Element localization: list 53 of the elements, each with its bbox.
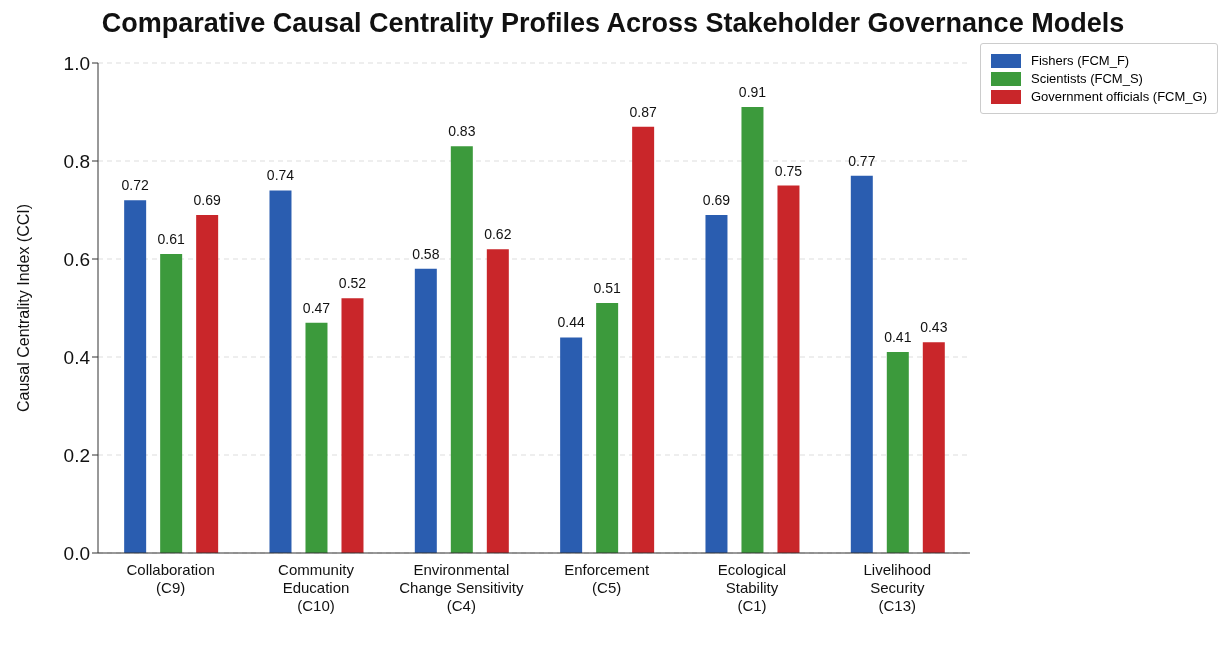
bar <box>160 254 183 553</box>
x-tick-label: Livelihood Security (C13) <box>863 561 932 614</box>
data-label: 0.52 <box>338 275 367 292</box>
data-label: 0.58 <box>412 245 440 262</box>
data-label: 0.87 <box>629 103 657 120</box>
bar <box>196 214 219 553</box>
y-tick-label: 0.2 <box>63 444 90 466</box>
bar <box>269 190 292 553</box>
bar <box>741 107 764 553</box>
x-tick-label: Enforcement (C5) <box>564 561 650 596</box>
data-label: 0.69 <box>193 191 221 208</box>
y-tick-label: 1.0 <box>63 52 90 74</box>
data-label: 0.51 <box>593 280 621 297</box>
data-label: 0.72 <box>121 177 149 194</box>
x-tick-label: Collaboration (C9) <box>126 561 215 596</box>
y-axis-title: Causal Centrality Index (CCI) <box>14 203 32 413</box>
bar <box>705 214 728 553</box>
x-tick-label: Ecological Stability (C1) <box>717 561 787 614</box>
bar <box>632 126 655 553</box>
data-label: 0.77 <box>848 152 876 169</box>
data-label: 0.41 <box>884 329 912 346</box>
x-tick-label: Community Education (C10) <box>278 561 355 614</box>
data-label: 0.91 <box>738 84 767 101</box>
x-tick-label: Environmental Change Sensitivity (C4) <box>399 561 524 614</box>
legend-label: Fishers (FCM_F) <box>1030 53 1130 68</box>
bar <box>560 337 583 553</box>
y-tick-label: 0.4 <box>63 346 91 368</box>
legend-label: Government officials (FCM_G) <box>1030 89 1207 104</box>
data-label: 0.47 <box>302 299 331 316</box>
data-label: 0.61 <box>157 231 185 248</box>
bar <box>305 322 328 553</box>
bar <box>850 175 873 553</box>
bar <box>124 200 147 553</box>
y-tick-label: 0.6 <box>63 248 90 270</box>
data-label: 0.62 <box>484 226 512 243</box>
legend-label: Scientists (FCM_S) <box>1030 71 1143 86</box>
chart-title: Comparative Causal Centrality Profiles Across Stakeholder Governance Models <box>100 8 1126 39</box>
bar <box>486 249 509 553</box>
data-label: 0.83 <box>448 123 476 140</box>
data-label: 0.43 <box>920 319 948 336</box>
bar <box>777 185 800 553</box>
bar <box>886 352 909 553</box>
bar <box>922 342 945 553</box>
bar <box>596 303 619 553</box>
bar <box>450 146 473 553</box>
data-label: 0.74 <box>266 167 295 184</box>
data-label: 0.69 <box>702 191 731 208</box>
y-tick-label: 0.0 <box>63 542 90 564</box>
data-label: 0.75 <box>774 162 803 179</box>
data-label: 0.44 <box>557 314 585 331</box>
bar <box>341 298 364 553</box>
y-tick-label: 0.8 <box>63 150 90 172</box>
bar <box>414 268 437 553</box>
